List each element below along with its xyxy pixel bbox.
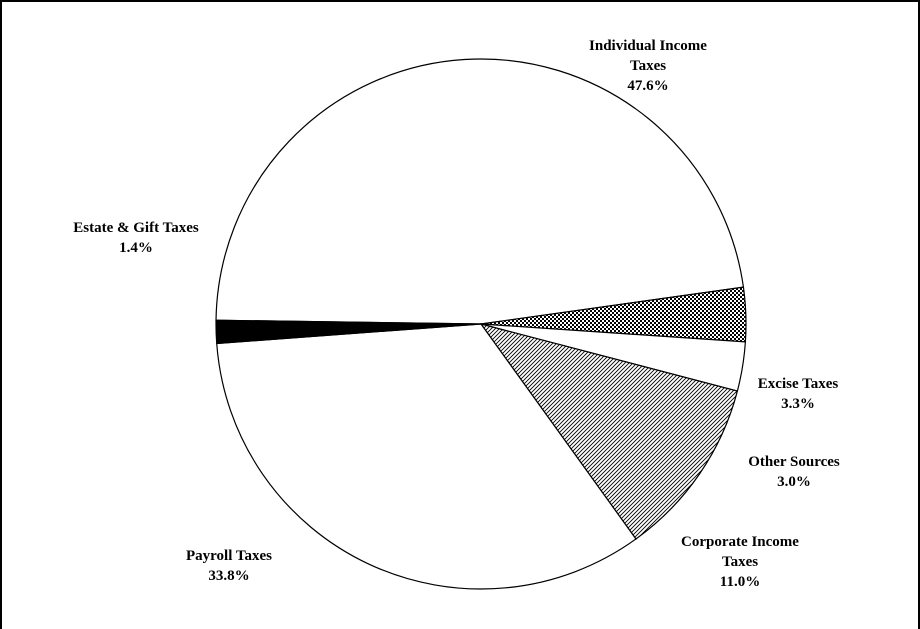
slice-name-label: Individual Income: [589, 38, 707, 54]
pie-slice-individual-income-taxes: [215, 58, 745, 325]
slice-label-excise-taxes: Excise Taxes 3.3%: [758, 376, 839, 412]
slice-label-other-sources: Other Sources 3.0%: [748, 454, 840, 490]
slice-value-label: 3.0%: [777, 474, 811, 490]
pie-slice-estate-and-gift-taxes: [215, 319, 482, 345]
slice-name-label: Excise Taxes: [758, 376, 839, 392]
slice-value-label: 3.3%: [781, 396, 815, 412]
slice-value-label: 47.6%: [627, 78, 668, 94]
pie-slice-payroll-taxes: [216, 323, 637, 590]
slice-name-label: Payroll Taxes: [186, 548, 272, 564]
slice-name-label: Other Sources: [748, 454, 840, 470]
slice-name-label: Estate & Gift Taxes: [73, 220, 199, 236]
slice-label-individual-income-taxes: Individual Income Taxes 47.6%: [589, 38, 707, 94]
slice-name-label: Corporate Income: [681, 534, 799, 550]
pie-slice-corporate-income-taxes: [479, 322, 739, 540]
slice-label-estate-and-gift-taxes: Estate & Gift Taxes 1.4%: [73, 220, 199, 256]
slice-value-label: 33.8%: [208, 568, 249, 584]
slice-value-label: 1.4%: [119, 240, 153, 256]
slice-name-label: Taxes: [630, 58, 666, 74]
slice-value-label: 11.0%: [720, 574, 760, 590]
slice-label-corporate-income-taxes: Corporate Income Taxes 11.0%: [681, 534, 799, 590]
slice-name-label: Taxes: [722, 554, 758, 570]
slice-label-payroll-taxes: Payroll Taxes 33.8%: [186, 548, 272, 584]
